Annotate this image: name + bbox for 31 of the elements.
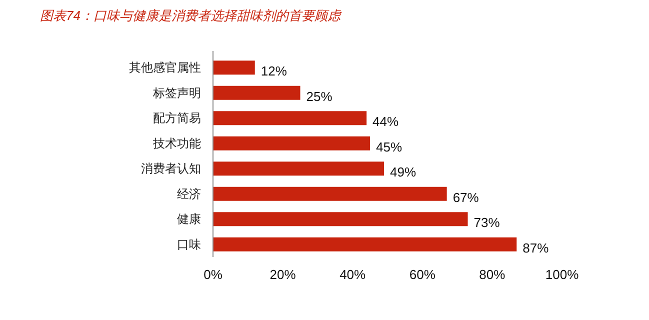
data-label: 45% — [376, 139, 403, 154]
x-tick-label: 0% — [204, 267, 223, 282]
bar — [213, 186, 447, 201]
x-tick-label: 80% — [479, 267, 506, 282]
data-label: 67% — [452, 190, 480, 205]
data-label: 44% — [372, 114, 400, 130]
x-tick-label: 100% — [545, 267, 580, 282]
x-tick-label: 20% — [270, 267, 296, 282]
data-label: 87% — [522, 240, 550, 256]
y-tick-label: 标签声明 — [152, 86, 201, 100]
data-label: 73% — [474, 215, 500, 230]
x-tick-label: 40% — [340, 267, 366, 282]
bar — [213, 86, 300, 100]
y-tick-label: 健康 — [177, 212, 201, 226]
y-tick-label: 经济 — [177, 186, 201, 201]
data-label: 25% — [306, 88, 333, 104]
y-tick-label: 消费者认知 — [141, 162, 201, 176]
y-tick-label: 配方简易 — [153, 111, 201, 126]
x-tick-label: 60% — [409, 267, 436, 282]
bar — [213, 136, 370, 150]
data-label: 12% — [260, 64, 288, 79]
bar — [213, 162, 384, 176]
y-tick-label: 技术功能 — [152, 136, 201, 150]
y-tick-label: 口味 — [177, 237, 201, 252]
bar — [213, 212, 468, 226]
bar — [213, 60, 255, 75]
bar — [213, 237, 517, 252]
chart-title: 图表74：口味与健康是消费者选择甜味剂的首要顾虑 — [40, 8, 342, 23]
bar — [213, 111, 367, 126]
data-label: 49% — [390, 164, 416, 180]
y-tick-label: 其他感官属性 — [129, 60, 201, 75]
